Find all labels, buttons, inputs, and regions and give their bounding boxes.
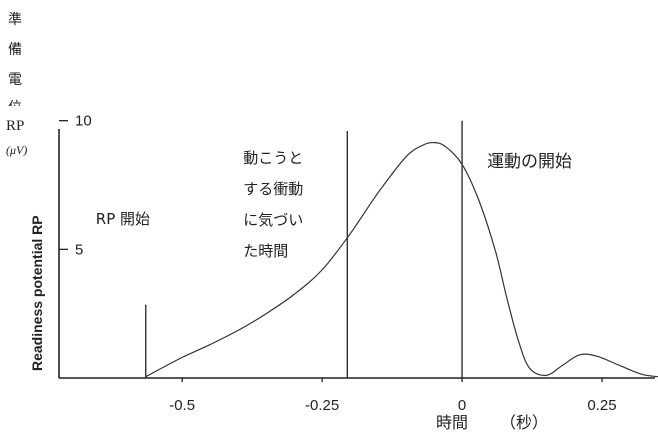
ylabel-unit: (μV) xyxy=(6,143,27,157)
ylabel-char: 準 xyxy=(8,12,22,28)
x-tick-label: 0 xyxy=(458,397,466,414)
event-marker-label: 運動の開始 xyxy=(487,152,572,172)
ylabel-char: 備 xyxy=(8,42,22,58)
event-marker-label: た時間 xyxy=(243,242,288,260)
x-tick-label: -0.25 xyxy=(305,397,339,414)
ylabel-english: Readiness potential RP xyxy=(29,215,45,371)
event-marker-label: RP 開始 xyxy=(96,210,150,228)
ylabel-abbrev: RP xyxy=(6,118,24,134)
y-tick-label: 5 xyxy=(75,241,83,258)
ylabel-char: 電 xyxy=(8,72,22,88)
y-ticks: 5 10 xyxy=(59,113,92,258)
event-marker-label: 動こうと xyxy=(243,149,303,167)
x-ticks: -0.5 -0.25 0 0.25 xyxy=(169,378,617,414)
ylabel-vertical-jp: 準 備 電 位 xyxy=(8,12,22,116)
event-marker-label: する衝動 xyxy=(243,180,303,198)
event-marker-label: に気づい xyxy=(243,211,303,229)
label-mask xyxy=(0,106,40,116)
x-tick-label: 0.25 xyxy=(587,397,616,414)
series-line xyxy=(145,141,658,378)
y-tick-label: 10 xyxy=(75,113,92,130)
xlabel: 時間 xyxy=(436,413,468,432)
xlabel-unit: （秒） xyxy=(500,413,548,432)
x-tick-label: -0.5 xyxy=(169,397,195,414)
